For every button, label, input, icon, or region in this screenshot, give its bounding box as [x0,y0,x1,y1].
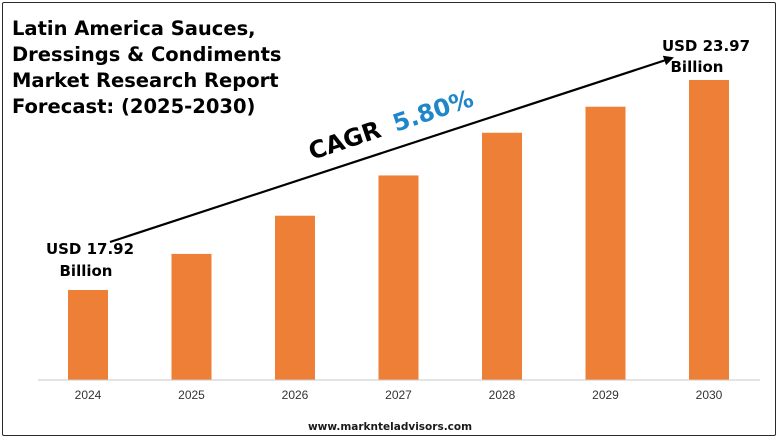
start-value-label-line2: Billion [60,262,113,280]
title-line-1: Latin America Sauces, [12,17,256,40]
x-tick-label-2027: 2027 [385,388,412,402]
x-tick-label-2025: 2025 [178,388,205,402]
cagr-label: CAGR [305,116,384,166]
cagr-value: 5.80% [389,85,477,138]
start-value-label-line1: USD 17.92 [46,240,134,258]
cagr-annotation: CAGR 5.80% [305,85,477,166]
bar-2028 [482,132,522,380]
growth-arrow [109,55,674,244]
end-value-label-line1: USD 23.97 [662,37,750,55]
bar-2027 [378,175,419,380]
bar-2030 [689,80,729,380]
source-website: www.marknteladvisors.com [307,421,473,433]
bar-2026 [275,215,315,380]
bar-2029 [585,106,626,381]
x-tick-label-2026: 2026 [282,388,309,402]
end-value-label-line2: Billion [671,58,724,76]
chart-title: Latin America Sauces, Dressings & Condim… [12,16,312,120]
x-tick-label-2024: 2024 [75,388,102,402]
bar-2025 [171,253,212,380]
bar-2024 [68,290,108,380]
x-tick-label-2030: 2030 [696,388,723,402]
title-line-3: Market Research Report [12,69,279,92]
title-line-2: Dressings & Condiments [12,43,282,66]
title-line-4: Forecast: (2025-2030) [12,95,256,118]
x-tick-labels: 2024 2025 2026 2027 2028 2029 2030 [75,388,723,402]
bars [68,80,729,381]
x-tick-label-2028: 2028 [489,388,516,402]
x-tick-label-2029: 2029 [592,388,619,402]
